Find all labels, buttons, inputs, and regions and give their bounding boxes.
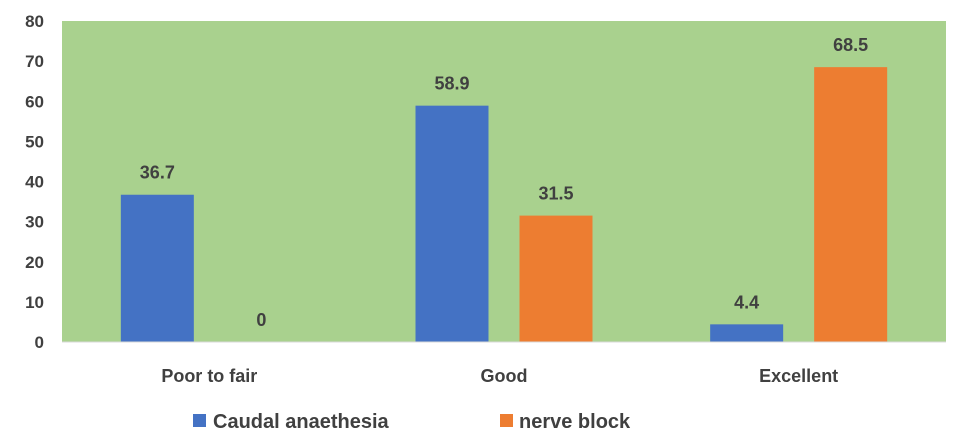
x-category-label: Good (481, 366, 528, 386)
y-tick-label: 80 (25, 12, 44, 31)
data-labels: 36.7 0 58.9 31.5 4.4 68.5 (140, 35, 868, 330)
x-category-label: Excellent (759, 366, 838, 386)
data-label: 68.5 (833, 35, 868, 55)
legend: Caudal anaethesia nerve block (193, 411, 631, 433)
bar-caudal-1 (415, 105, 489, 342)
y-tick-label: 50 (25, 132, 44, 151)
legend-swatch (500, 414, 513, 427)
x-axis: Poor to fair Good Excellent (161, 366, 838, 386)
y-tick-label: 60 (25, 92, 44, 111)
data-label: 58.9 (434, 74, 469, 94)
legend-label: Caudal anaethesia (213, 411, 390, 433)
y-tick-label: 30 (25, 213, 44, 232)
y-tick-label: 10 (25, 293, 44, 312)
bars (120, 67, 888, 343)
y-tick-label: 70 (25, 52, 44, 71)
y-tick-label: 40 (25, 173, 44, 192)
data-label: 4.4 (734, 292, 759, 312)
data-label: 0 (256, 310, 266, 330)
legend-swatch (193, 414, 206, 427)
bar-nerve-block-1 (519, 215, 593, 342)
bar-nerve-block-2 (814, 67, 888, 343)
y-tick-label: 20 (25, 253, 44, 272)
legend-label: nerve block (519, 411, 631, 433)
bar-caudal-2 (710, 324, 784, 342)
y-axis: 0 10 20 30 40 50 60 70 80 (25, 12, 44, 352)
y-tick-label: 0 (35, 333, 44, 352)
x-category-label: Poor to fair (161, 366, 257, 386)
bar-caudal-0 (120, 194, 194, 342)
plot-area (62, 21, 946, 342)
data-label: 31.5 (538, 184, 573, 204)
data-label: 36.7 (140, 163, 175, 183)
